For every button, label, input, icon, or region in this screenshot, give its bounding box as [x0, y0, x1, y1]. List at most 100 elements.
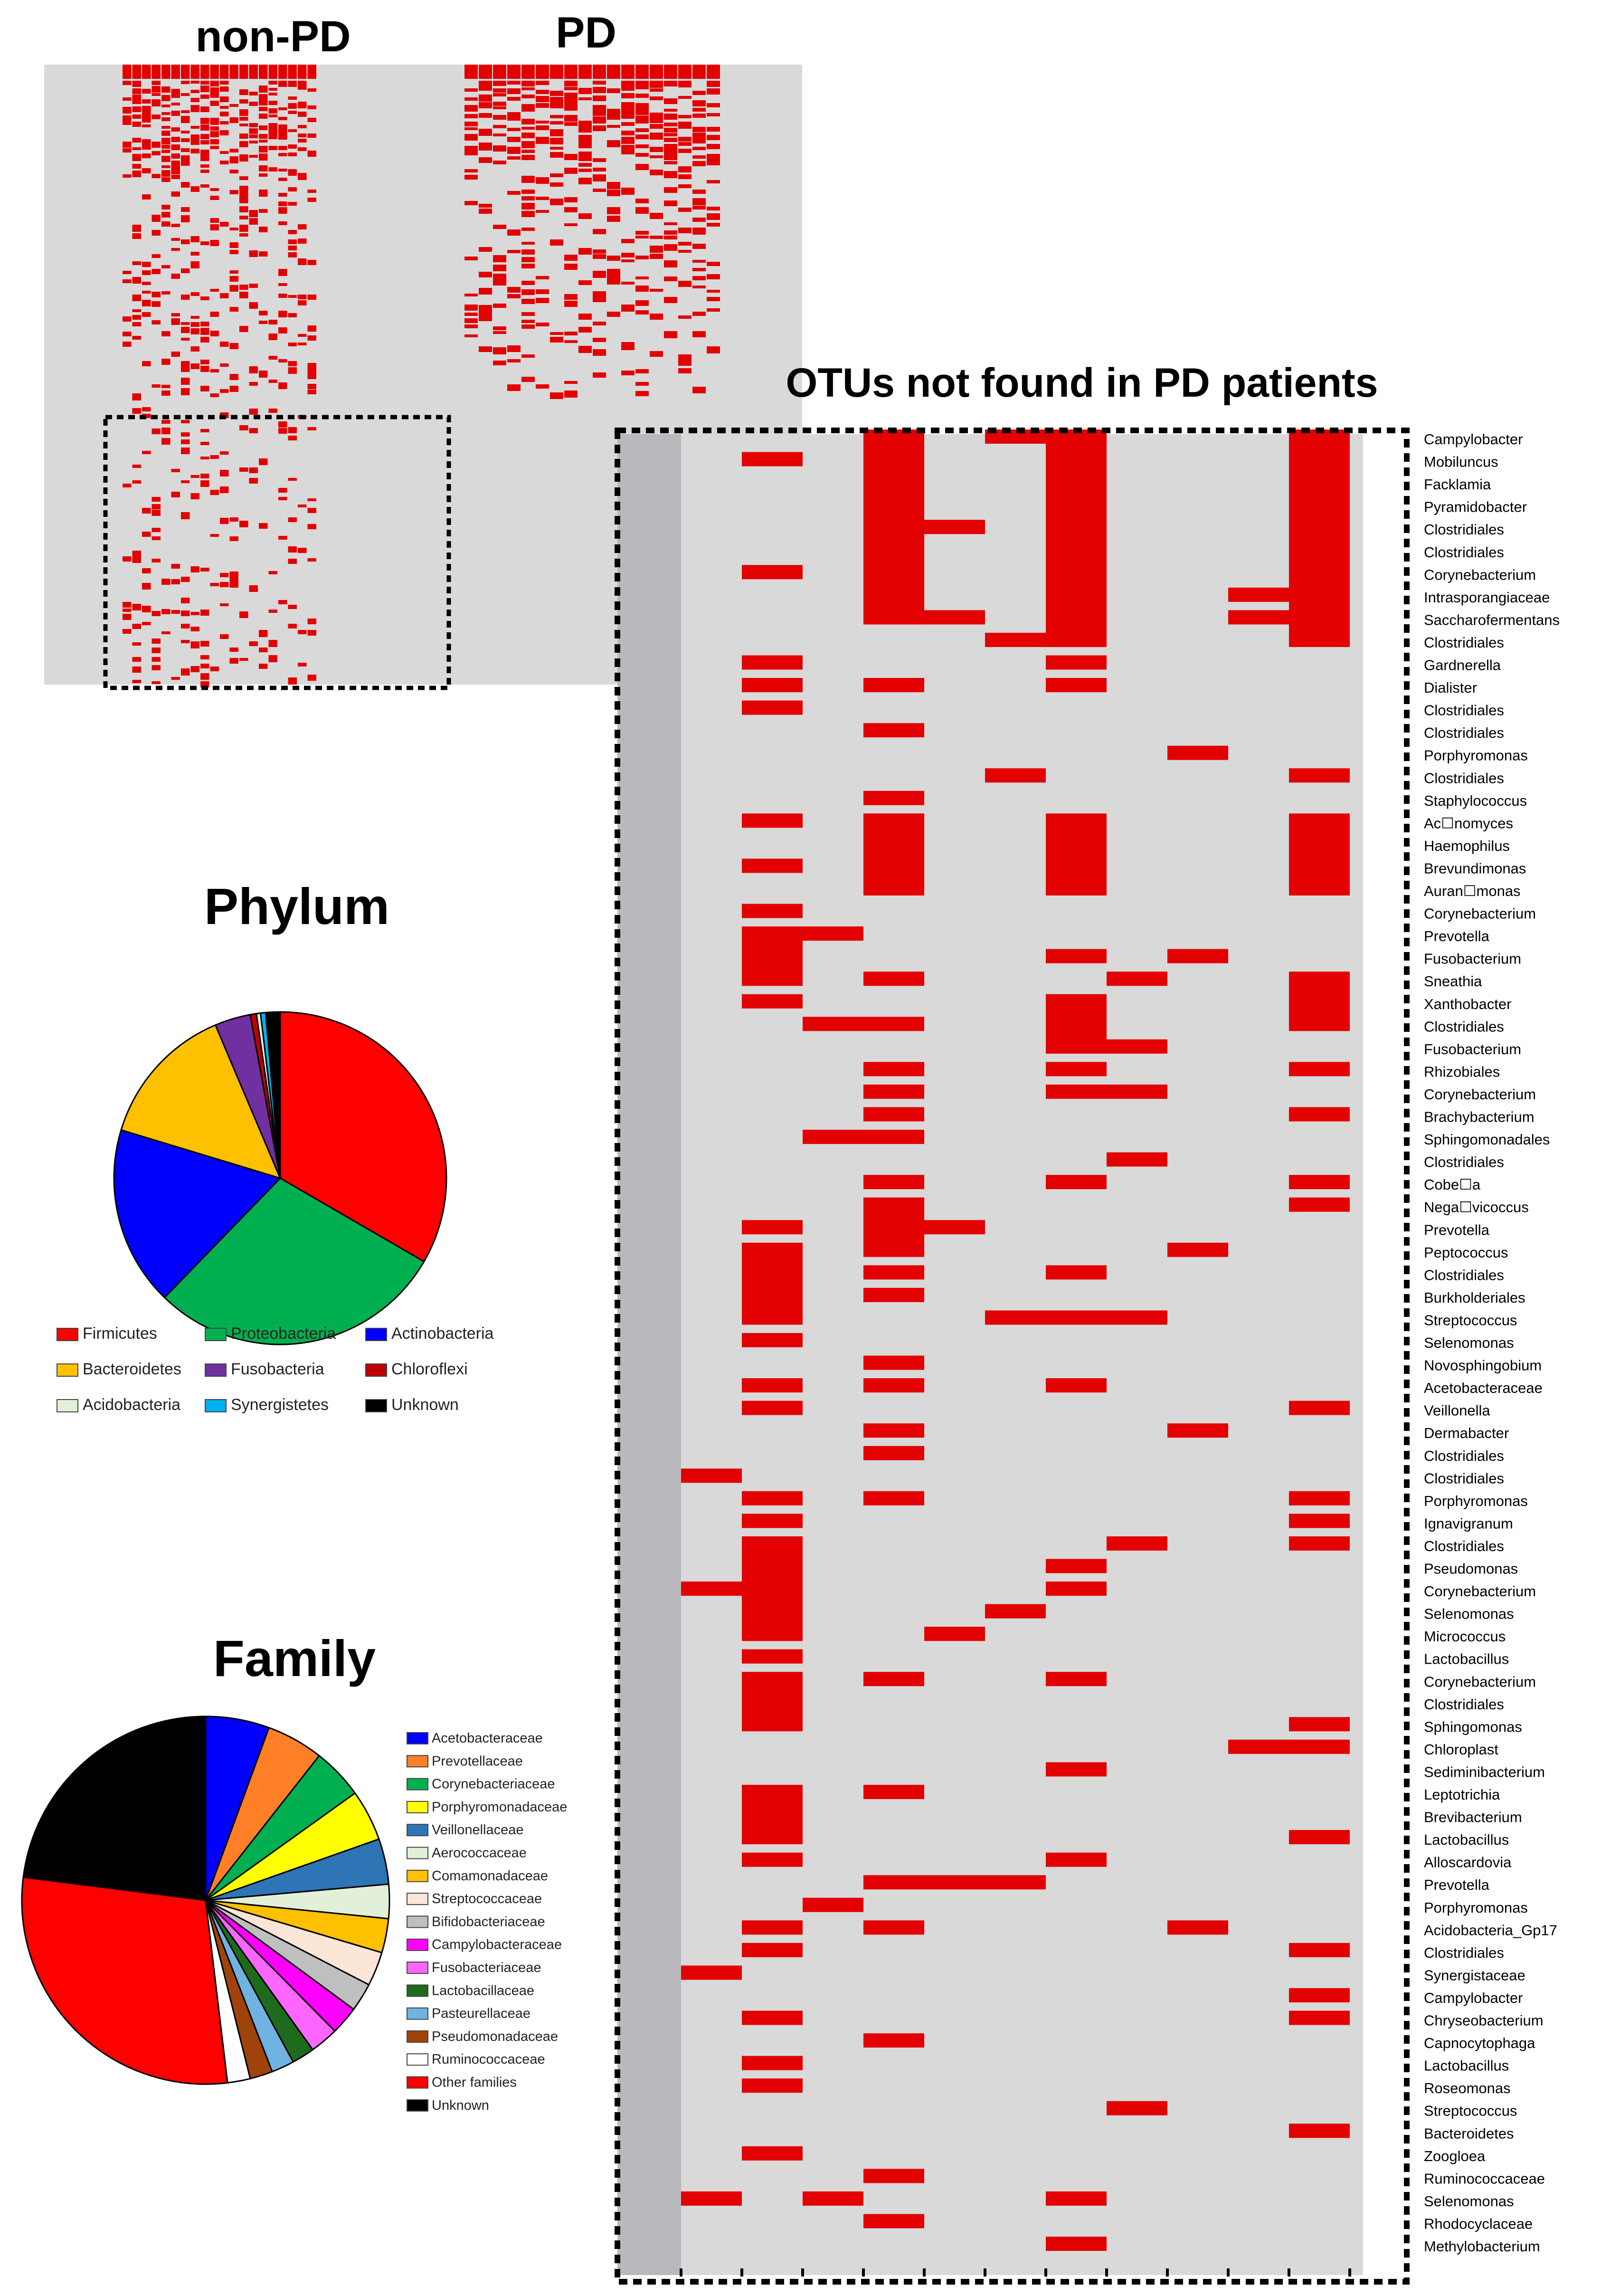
- presence-cell: [171, 137, 180, 142]
- presence-cell: [479, 311, 492, 316]
- otu-label: Campylobacter: [1424, 1990, 1523, 2006]
- presence-cell: [692, 127, 706, 132]
- presence-cell: [707, 346, 720, 353]
- presence-cell: [593, 87, 606, 93]
- otu-presence-cell: [863, 678, 924, 693]
- presence-cell: [123, 332, 132, 336]
- presence-cell: [210, 289, 219, 292]
- presence-cell: [507, 147, 521, 154]
- presence-cell: [678, 228, 692, 233]
- presence-cell: [278, 107, 287, 110]
- presence-cell: [181, 598, 190, 603]
- otu-label: Clostridiales: [1424, 1448, 1504, 1464]
- presence-cell: [564, 223, 578, 226]
- presence-cell: [229, 276, 238, 282]
- otu-presence-cell: [742, 1378, 803, 1393]
- otu-presence-cell: [742, 1220, 803, 1235]
- otu-presence-cell: [1046, 2237, 1107, 2251]
- presence-cell: [298, 258, 307, 265]
- presence-cell: [220, 112, 229, 116]
- presence-cell: [142, 194, 151, 200]
- presence-cell: [664, 297, 677, 303]
- presence-cell: [152, 384, 161, 388]
- presence-cell: [564, 93, 578, 98]
- family-title: Family: [213, 1629, 376, 1687]
- presence-cell: [220, 130, 229, 135]
- presence-cell: [307, 335, 316, 341]
- presence-cell: [635, 134, 649, 139]
- pie-slice: [22, 1715, 207, 1901]
- presence-cell: [268, 380, 277, 383]
- otu-label: Streptococcus: [1424, 1312, 1517, 1328]
- presence-cell: [161, 291, 171, 295]
- presence-cell: [268, 333, 277, 340]
- presence-cell: [678, 208, 692, 212]
- presence-cell: [152, 536, 161, 540]
- otu-label: Mobiluncus: [1424, 454, 1498, 470]
- presence-cell: [171, 677, 180, 680]
- presence-cell: [220, 518, 229, 524]
- otu-presence-cell: [1228, 587, 1289, 602]
- presence-cell: [678, 281, 692, 287]
- presence-cell: [493, 145, 506, 152]
- otu-presence-cell: [742, 1514, 803, 1528]
- otu-label: Clostridiales: [1424, 1538, 1504, 1554]
- presence-cell: [678, 368, 692, 373]
- presence-cell: [239, 141, 248, 147]
- pie-slice: [205, 1715, 270, 1901]
- presence-cell: [678, 149, 692, 153]
- presence-cell: [278, 124, 287, 132]
- presence-cell: [181, 182, 190, 188]
- presence-cell: [550, 115, 563, 118]
- presence-cell: [161, 385, 171, 388]
- presence-cell: [278, 283, 287, 286]
- presence-cell: [181, 131, 190, 133]
- otu-label: Acidobacteria_Gp17: [1424, 1922, 1557, 1938]
- presence-cell: [161, 165, 171, 168]
- presence-cell: [650, 147, 663, 152]
- legend-label: Bifidobacteriaceae: [432, 1914, 545, 1929]
- otu-presence-cell: [681, 2191, 742, 2206]
- legend-label: Porphyromonadaceae: [432, 1800, 567, 1815]
- presence-cell: [229, 250, 238, 254]
- presence-cell: [210, 534, 219, 537]
- presence-cell: [464, 324, 478, 328]
- otu-presence-cell: [1289, 1491, 1350, 1505]
- presence-cell: [288, 252, 297, 257]
- presence-cell: [171, 175, 180, 179]
- presence-cell: [239, 176, 248, 180]
- presence-cell: [578, 125, 592, 133]
- presence-cell: [564, 87, 578, 90]
- presence-cell: [479, 95, 492, 102]
- legend-swatch: [407, 2030, 428, 2043]
- otu-presence-cell: [924, 1220, 985, 1235]
- presence-cell: [692, 198, 706, 205]
- presence-cell: [239, 99, 248, 104]
- legend-swatch: [205, 1399, 227, 1412]
- presence-cell: [650, 65, 663, 79]
- otu-label: Cobe☐a: [1424, 1176, 1481, 1193]
- presence-cell: [692, 114, 706, 118]
- otu-presence-cell: [742, 700, 803, 715]
- presence-cell: [220, 342, 229, 347]
- presence-cell: [550, 121, 563, 124]
- presence-cell: [550, 102, 563, 108]
- presence-cell: [171, 144, 180, 150]
- presence-cell: [298, 125, 307, 128]
- presence-cell: [578, 213, 592, 219]
- presence-cell: [220, 470, 229, 476]
- otu-panel-selection-box: [615, 428, 1410, 2285]
- presence-cell: [123, 609, 132, 612]
- presence-cell: [521, 299, 535, 304]
- otu-presence-cell: [681, 1581, 742, 1596]
- presence-cell: [181, 81, 190, 84]
- presence-cell: [210, 490, 219, 495]
- presence-cell: [621, 108, 635, 114]
- top-heatmap: non-PD PD: [44, 9, 802, 690]
- presence-cell: [161, 579, 171, 585]
- presence-cell: [664, 230, 677, 235]
- presence-cell: [239, 425, 248, 430]
- presence-cell: [152, 510, 161, 516]
- otu-presence-cell: [1167, 1423, 1228, 1438]
- legend-swatch: [407, 1984, 428, 1997]
